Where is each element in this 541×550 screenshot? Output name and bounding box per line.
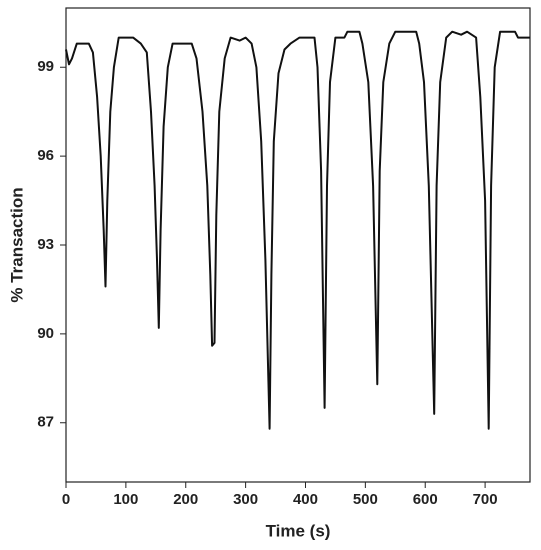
- x-tick-label: 600: [413, 491, 438, 508]
- y-tick-label: 96: [37, 147, 54, 164]
- x-tick-label: 700: [473, 491, 498, 508]
- x-tick-label: 200: [173, 491, 198, 508]
- x-tick-label: 400: [293, 491, 318, 508]
- x-tick-label: 300: [233, 491, 258, 508]
- x-tick-label: 500: [353, 491, 378, 508]
- y-tick-label: 90: [37, 325, 54, 342]
- y-tick-label: 99: [37, 58, 54, 75]
- x-axis-title: Time (s): [266, 521, 331, 540]
- x-tick-label: 0: [62, 491, 70, 508]
- y-axis-title: % Transaction: [7, 187, 26, 302]
- y-tick-label: 93: [37, 236, 54, 253]
- y-tick-label: 87: [37, 414, 54, 431]
- x-tick-label: 100: [113, 491, 138, 508]
- data-line: [65, 30, 530, 430]
- plot-frame: [65, 7, 531, 483]
